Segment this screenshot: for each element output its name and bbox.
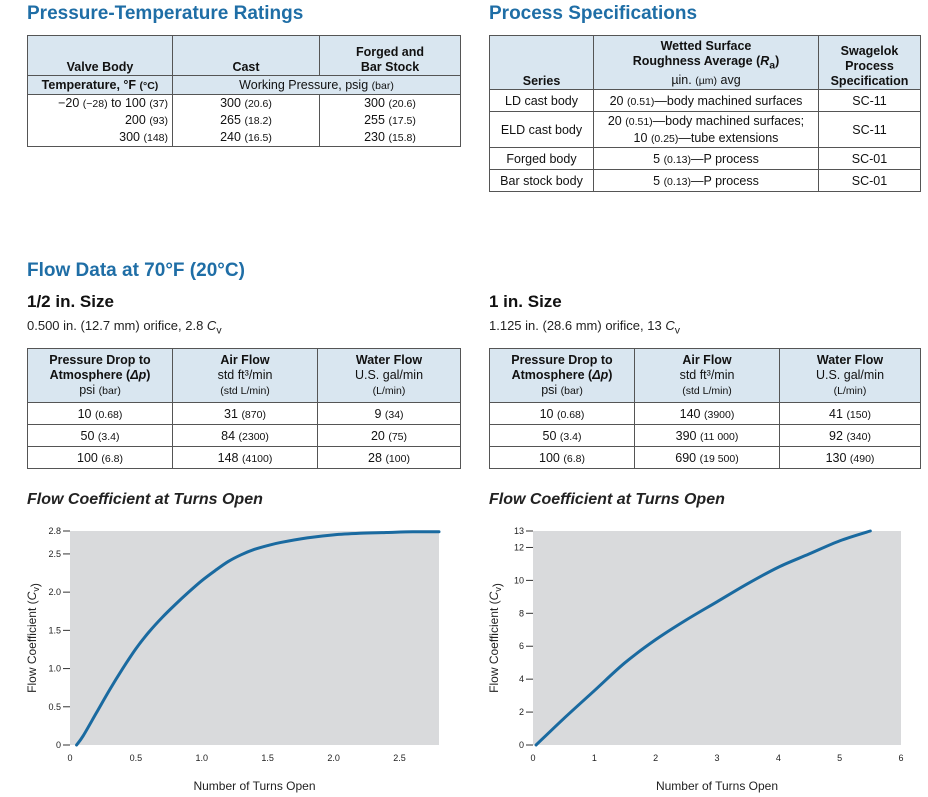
table-row: ELD cast body 20 (0.51)—body machined su…: [489, 111, 921, 148]
temp-row-1: −20 (−28) to 100 (37): [58, 96, 168, 110]
header-pressure-drop: Pressure Drop to Atmosphere (Δp) psi (bar): [489, 348, 635, 403]
y-tick-label: 6: [519, 641, 524, 651]
y-tick-label: 12: [514, 542, 524, 552]
y-tick-label: 0: [56, 740, 61, 750]
one-inch-size-heading: 1 in. Size: [489, 292, 562, 311]
temp-row-2: 200 (93): [124, 113, 168, 127]
x-tick-label: 2.0: [327, 753, 340, 763]
plot-area: [70, 531, 439, 745]
y-tick-label: 1.0: [48, 664, 61, 674]
header-air-flow: Air Flow std ft³/min (std L/min): [172, 348, 318, 403]
y-tick-label: 13: [514, 526, 524, 536]
y-tick-label: 4: [519, 674, 524, 684]
series-line: [75, 530, 441, 747]
forged-values: 300 (20.6) 255 (17.5) 230 (15.8): [319, 94, 461, 147]
header-forged: Forged and Bar Stock: [319, 35, 461, 76]
cast-values: 300 (20.6) 265 (18.2) 240 (16.5): [172, 94, 320, 147]
table-row: 10 (0.68) 140 (3900) 41 (150): [489, 402, 921, 425]
header-water-flow: Water Flow U.S. gal/min (L/min): [317, 348, 461, 403]
one-inch-flow-table: Pressure Drop to Atmosphere (Δp) psi (bar)…: [489, 348, 921, 469]
x-tick-label: 1: [592, 753, 597, 763]
table-row: 10 (0.68) 31 (870) 9 (34): [27, 402, 461, 425]
series-line: [534, 529, 872, 747]
flow-coefficient-chart-half-inch: 0 0.5 1.0 1.5 2.0 2.5 2.8 0 0.5 1.0 1.5 2.0 2.5 Numbe…: [25, 526, 441, 793]
header-wetted-surface: Wetted Surface Roughness Average (Ra) µi…: [593, 35, 819, 90]
table-row: 100 (6.8) 148 (4100) 28 (100): [27, 446, 461, 469]
table-row: 100 (6.8) 690 (19 500) 130 (490): [489, 446, 921, 469]
x-tick-label: 0.5: [130, 753, 143, 763]
half-inch-flow-table: Pressure Drop to Atmosphere (Δp) psi (bar)…: [27, 348, 461, 469]
chart-2-title: Flow Coefficient at Turns Open: [489, 491, 725, 508]
y-tick-label: 2: [519, 707, 524, 717]
x-tick-label: 6: [898, 753, 903, 763]
header-pressure-drop: Pressure Drop to Atmosphere (Δp) psi (bar): [27, 348, 173, 403]
header-air-flow: Air Flow std ft³/min (std L/min): [634, 348, 780, 403]
pressure-temperature-title: Pressure-Temperature Ratings: [27, 3, 304, 24]
x-tick-label: 1.5: [261, 753, 274, 763]
x-tick-label: 0: [530, 753, 535, 763]
x-tick-label: 5: [837, 753, 842, 763]
header-swagelok-spec: Swagelok Process Specification: [818, 35, 921, 90]
table-row: Forged body 5 (0.13)—P process SC-01: [489, 147, 921, 170]
y-axis-label: Flow Coefficient (Cv): [487, 583, 504, 693]
y-axis-label: Flow Coefficient (Cv): [25, 583, 42, 693]
pressure-temperature-table: Valve Body Cast Forged and Bar Stock Temp…: [27, 35, 461, 147]
x-tick-label: 2: [653, 753, 658, 763]
header-cast: Cast: [172, 35, 320, 76]
y-tick-label: 0: [519, 740, 524, 750]
table-row: 50 (3.4) 84 (2300) 20 (75): [27, 424, 461, 447]
y-tick-label: 2.0: [48, 587, 61, 597]
header-working-pressure: Working Pressure, psig (bar): [172, 75, 461, 95]
temp-row-3: 300 (148): [119, 130, 168, 144]
x-axis-label: Number of Turns Open: [656, 779, 778, 793]
header-series: Series: [489, 35, 594, 90]
table-row: Bar stock body 5 (0.13)—P process SC-01: [489, 169, 921, 192]
x-axis-label: Number of Turns Open: [193, 779, 315, 793]
y-tick-label: 1.5: [48, 625, 61, 635]
half-inch-orifice: 0.500 in. (12.7 mm) orifice, 2.8 Cv: [27, 318, 222, 337]
plot-area: [533, 531, 901, 745]
y-tick-label: 2.8: [48, 526, 61, 536]
one-inch-orifice: 1.125 in. (28.6 mm) orifice, 13 Cv: [489, 318, 680, 337]
x-tick-label: 4: [776, 753, 781, 763]
table-row: 50 (3.4) 390 (11 000) 92 (340): [489, 424, 921, 447]
y-tick-label: 10: [514, 575, 524, 585]
process-specifications-table: Series Wetted Surface Roughness Average …: [489, 35, 921, 192]
y-tick-label: 8: [519, 608, 524, 618]
flow-data-title: Flow Data at 70°F (20°C): [27, 260, 245, 281]
header-temperature: Temperature, °F (°C): [27, 75, 173, 95]
y-tick-label: 2.5: [48, 549, 61, 559]
x-tick-label: 3: [714, 753, 719, 763]
y-tick-label: 0.5: [48, 702, 61, 712]
process-specifications-title: Process Specifications: [489, 3, 698, 24]
x-tick-label: 2.5: [393, 753, 406, 763]
x-tick-label: 1.0: [196, 753, 209, 763]
header-valve-body: Valve Body: [27, 35, 173, 76]
temperature-values: −20 (−28) to 100 (37) 200 (93) 300 (148): [27, 94, 173, 147]
header-water-flow: Water Flow U.S. gal/min (L/min): [779, 348, 921, 403]
x-tick-label: 0: [67, 753, 72, 763]
table-row: LD cast body 20 (0.51)—body machined sur…: [489, 89, 921, 112]
half-inch-size-heading: 1/2 in. Size: [27, 292, 114, 311]
chart-1-title: Flow Coefficient at Turns Open: [27, 491, 263, 508]
